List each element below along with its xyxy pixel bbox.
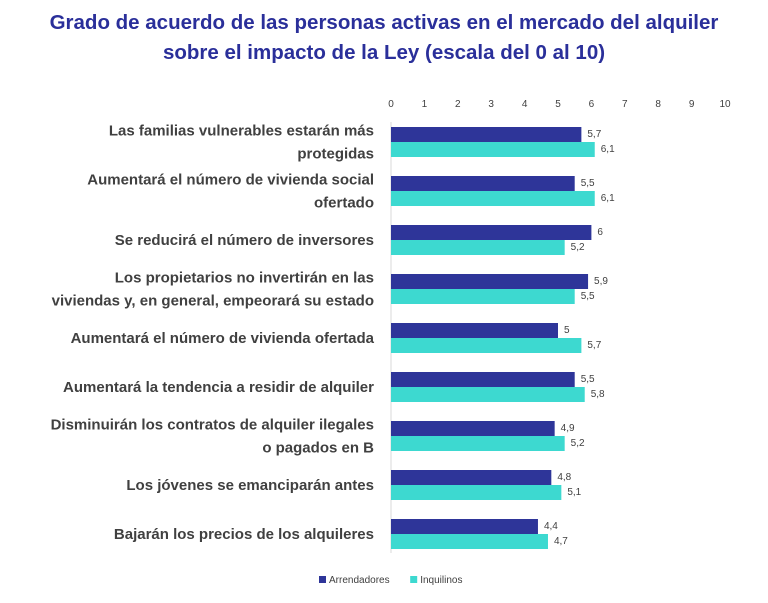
bar-inquilinos xyxy=(391,534,548,549)
x-tick-label: 1 xyxy=(422,99,428,110)
category-label: Aumentará la tendencia a residir de alqu… xyxy=(63,379,374,396)
category-label: Aumentará el número de vivienda social xyxy=(87,172,374,189)
category-label: ofertado xyxy=(314,195,374,212)
bar-arrendadores xyxy=(391,127,582,142)
bar-arrendadores xyxy=(391,470,552,485)
data-label: 4,7 xyxy=(554,536,568,547)
bar-arrendadores xyxy=(391,225,592,240)
bar-arrendadores xyxy=(391,176,575,191)
legend-label: Inquilinos xyxy=(420,575,462,586)
data-label: 5,7 xyxy=(587,129,601,140)
bar-arrendadores xyxy=(391,372,575,387)
data-label: 5,5 xyxy=(581,374,595,385)
x-tick-label: 3 xyxy=(488,99,494,110)
category-label: Se reducirá el número de inversores xyxy=(115,232,374,249)
x-tick-label: 9 xyxy=(689,99,695,110)
chart-title-line-1: Grado de acuerdo de las personas activas… xyxy=(49,11,719,34)
x-tick-label: 4 xyxy=(522,99,528,110)
x-tick-label: 0 xyxy=(388,99,394,110)
bar-arrendadores xyxy=(391,519,538,534)
data-label: 5,8 xyxy=(591,389,605,400)
category-label: Aumentará el número de vivienda ofertada xyxy=(71,330,375,347)
data-label: 5,2 xyxy=(571,242,585,253)
x-tick-label: 8 xyxy=(655,99,661,110)
bar-inquilinos xyxy=(391,338,582,353)
data-label: 6 xyxy=(597,227,603,238)
legend-swatch-arrendadores xyxy=(319,576,326,583)
bar-inquilinos xyxy=(391,240,565,255)
legend-swatch-inquilinos xyxy=(410,576,418,583)
x-tick-label: 7 xyxy=(622,99,628,110)
bar-inquilinos xyxy=(391,436,565,451)
bar-inquilinos xyxy=(391,289,575,304)
x-tick-label: 2 xyxy=(455,99,461,110)
data-label: 5,2 xyxy=(571,438,585,449)
data-label: 4,8 xyxy=(557,472,571,483)
category-label: Bajarán los precios de los alquileres xyxy=(114,526,374,543)
category-label: o pagados en B xyxy=(262,440,374,457)
chart-title-line-2: sobre el impacto de la Ley (escala del 0… xyxy=(162,41,606,64)
category-label: protegidas xyxy=(297,146,374,163)
data-label: 4,9 xyxy=(561,423,575,434)
category-label: Los jóvenes se emanciparán antes xyxy=(126,477,374,494)
bar-inquilinos xyxy=(391,142,595,157)
bar-arrendadores xyxy=(391,274,589,289)
data-label: 5,7 xyxy=(587,340,601,351)
chart-title: Grado de acuerdo de las personas activas… xyxy=(0,8,768,68)
x-tick-label: 10 xyxy=(719,99,731,110)
data-label: 6,1 xyxy=(601,144,615,155)
x-tick-label: 5 xyxy=(555,99,561,110)
data-label: 4,4 xyxy=(544,521,558,532)
bar-inquilinos xyxy=(391,191,595,206)
data-label: 5,9 xyxy=(594,276,608,287)
x-tick-label: 6 xyxy=(589,99,595,110)
data-label: 5,1 xyxy=(567,487,581,498)
legend-label: Arrendadores xyxy=(329,575,390,586)
bar-inquilinos xyxy=(391,387,585,402)
data-label: 5,5 xyxy=(581,291,595,302)
category-label: Los propietarios no invertirán en las xyxy=(115,270,374,287)
category-label: Disminuirán los contratos de alquiler il… xyxy=(51,417,374,434)
data-label: 5,5 xyxy=(581,178,595,189)
data-label: 5 xyxy=(564,325,570,336)
bar-arrendadores xyxy=(391,421,555,436)
category-label: viviendas y, en general, empeorará su es… xyxy=(52,293,374,310)
bar-inquilinos xyxy=(391,485,562,500)
category-label: Las familias vulnerables estarán más xyxy=(109,123,374,140)
bar-arrendadores xyxy=(391,323,558,338)
data-label: 6,1 xyxy=(601,193,615,204)
